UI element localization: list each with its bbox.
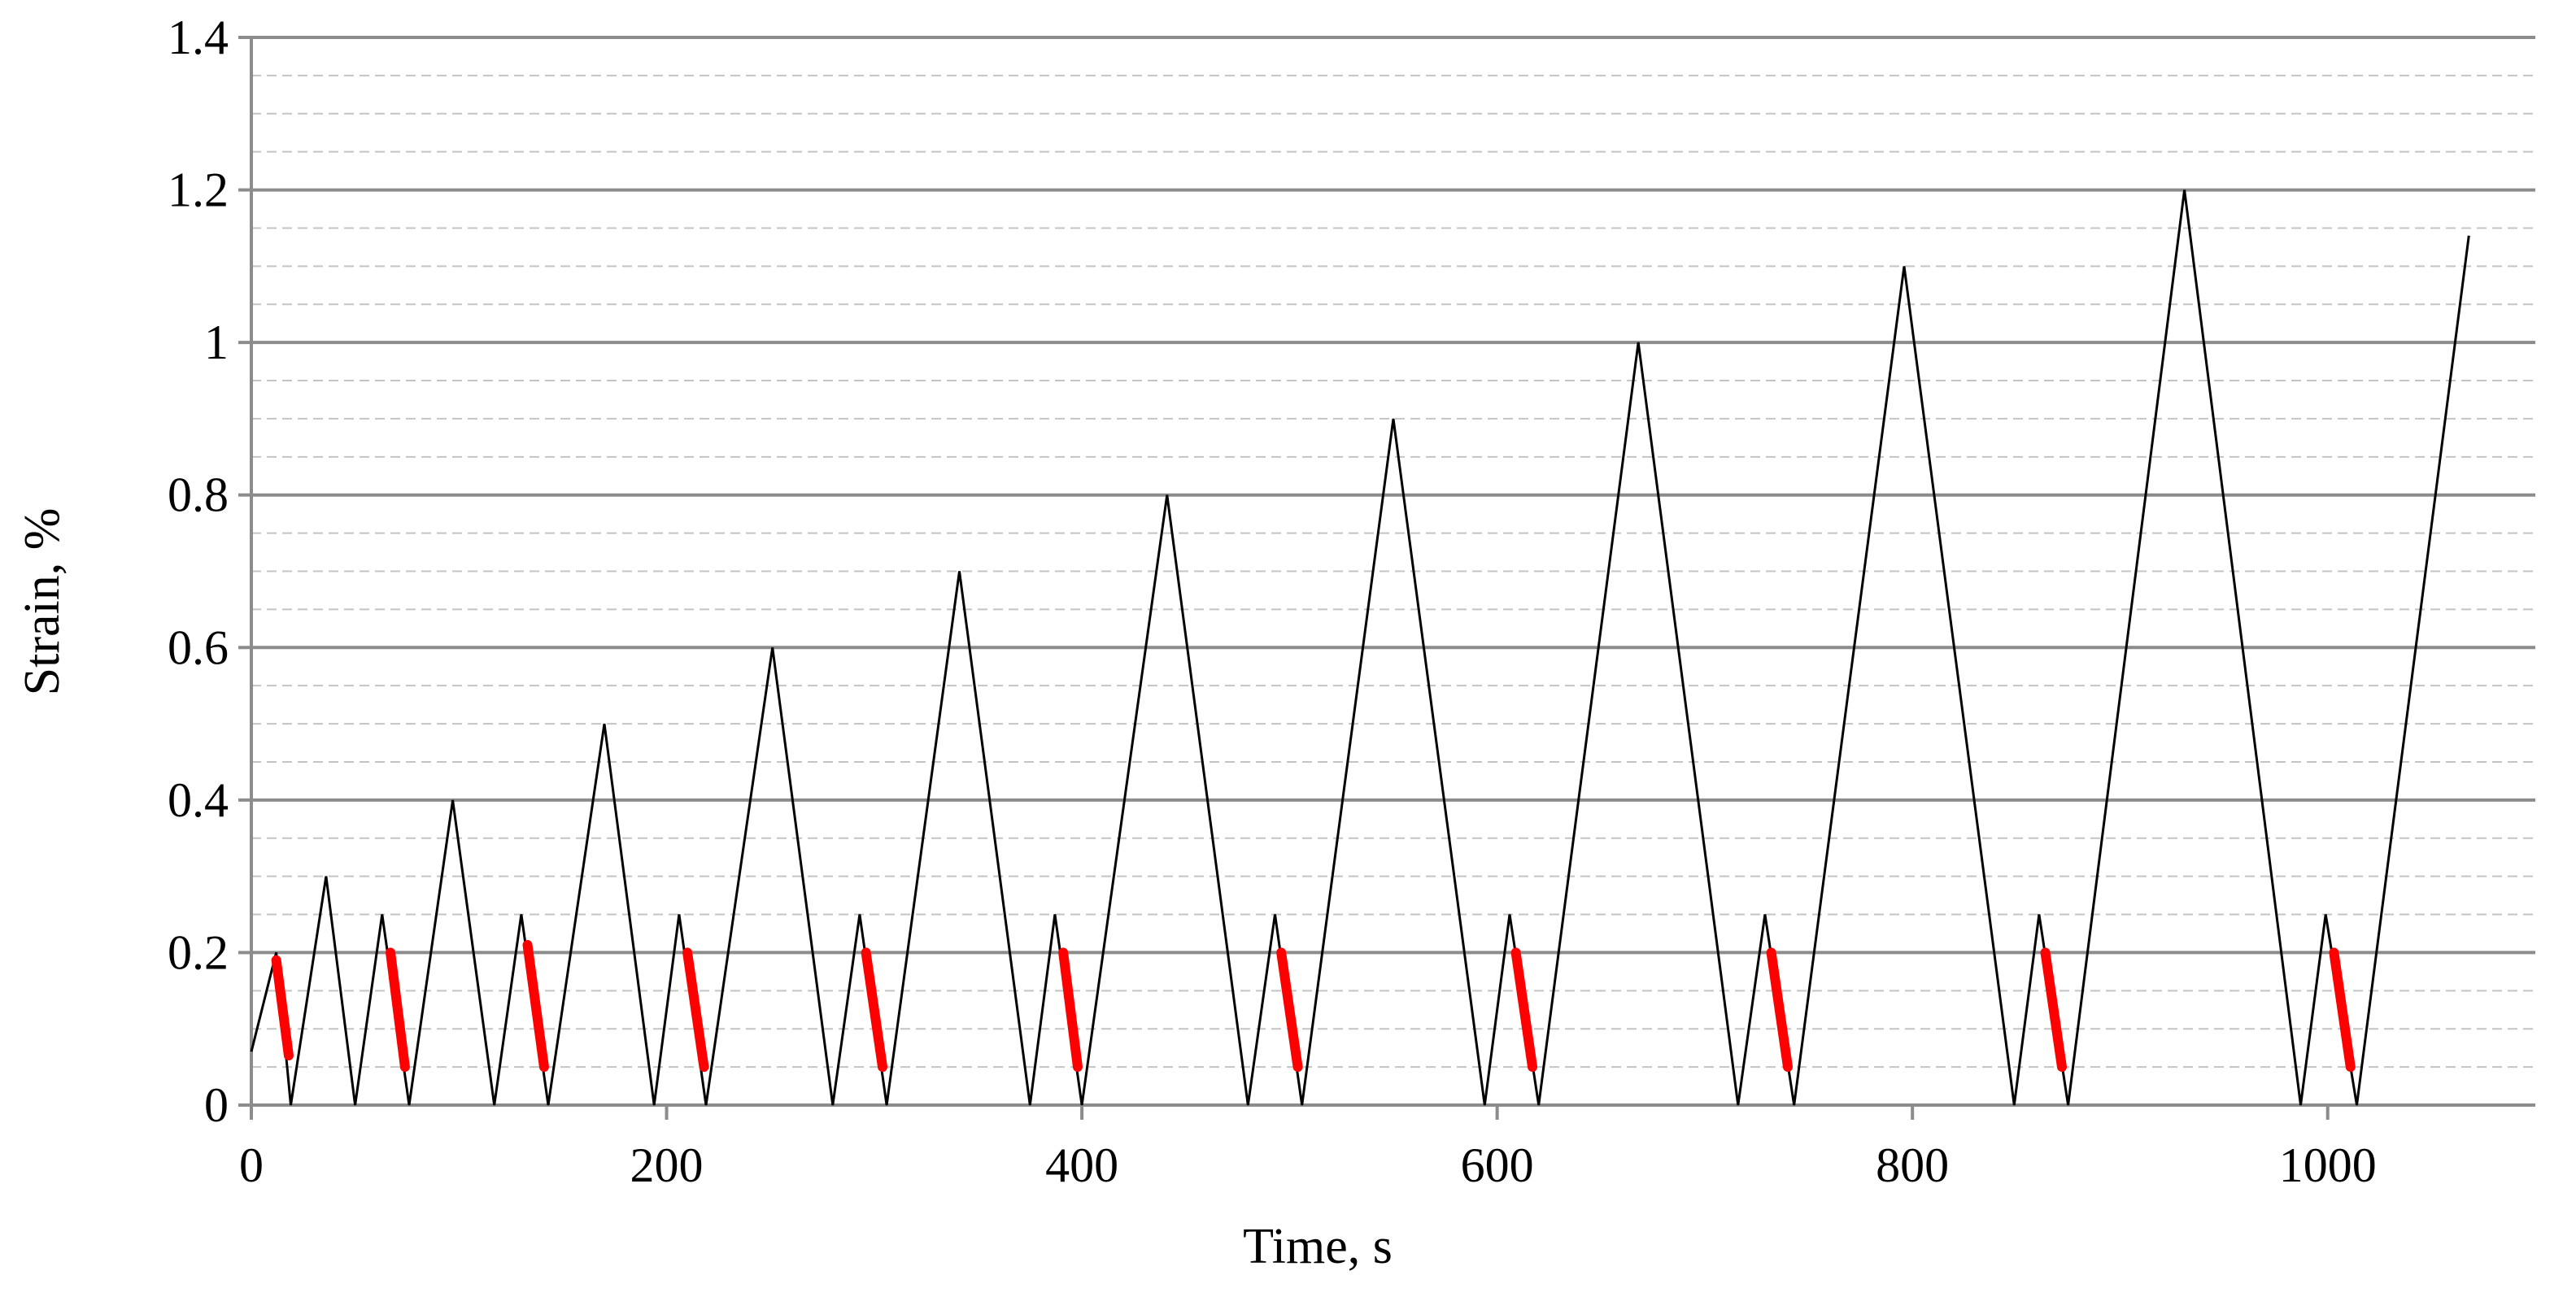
x-axis-title: Time, s — [1243, 1219, 1393, 1274]
y-tick-label: 1 — [204, 316, 229, 369]
y-axis-title: Strain, % — [15, 508, 70, 696]
highlight-segment — [522, 940, 549, 1073]
y-tick-label: 1.2 — [168, 163, 229, 217]
highlight-segment — [682, 947, 709, 1073]
highlight-segment — [1058, 947, 1083, 1073]
x-tick-label: 1000 — [2279, 1138, 2377, 1192]
x-tick-label: 0 — [239, 1138, 264, 1192]
y-tick-label: 0.8 — [168, 468, 229, 522]
major-grid — [251, 36, 2535, 955]
axes — [238, 36, 2535, 1120]
x-tick-label: 400 — [1045, 1138, 1118, 1192]
highlight-segment — [271, 955, 294, 1061]
highlight-segment — [2040, 947, 2067, 1073]
x-tick-label: 800 — [1876, 1138, 1949, 1192]
highlight-segment — [386, 947, 410, 1073]
y-tick-label: 0 — [204, 1078, 229, 1132]
y-tick-label: 0.4 — [168, 773, 229, 827]
x-tick-label: 600 — [1461, 1138, 1534, 1192]
highlight-segment — [861, 947, 888, 1073]
highlight-segment — [1276, 947, 1303, 1073]
tick-labels: 0 0.2 0.4 0.6 0.8 1 1.2 1.4 0 200 400 600 800 1000 — [168, 11, 2377, 1192]
highlight-segment — [1766, 947, 1794, 1073]
highlight-segment — [1510, 947, 1538, 1073]
y-tick-label: 1.4 — [168, 11, 229, 64]
highlight-segment — [2329, 947, 2356, 1073]
x-tick-label: 200 — [630, 1138, 704, 1192]
y-tick-label: 0.6 — [168, 620, 229, 674]
y-tick-label: 0.2 — [168, 925, 229, 979]
minor-grid — [251, 74, 2535, 1069]
series-layer — [250, 189, 2470, 1106]
